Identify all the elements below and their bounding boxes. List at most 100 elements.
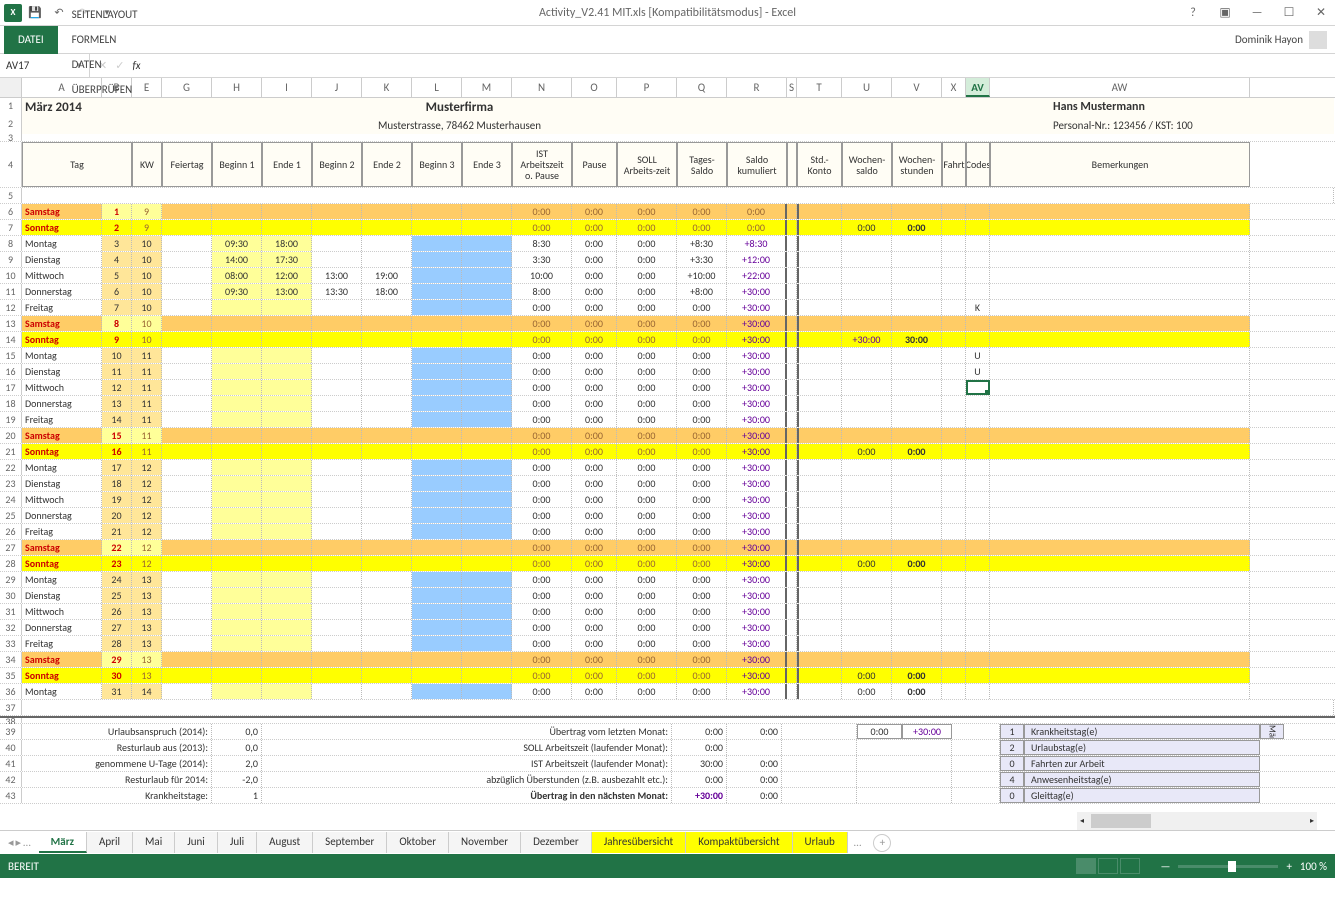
cell[interactable]: 0:00 [677,684,727,699]
cell[interactable] [797,524,842,539]
cell[interactable] [787,476,797,491]
cell[interactable] [966,380,990,395]
cell[interactable]: 2 [102,220,132,235]
horizontal-scrollbar[interactable]: ◂ ▸ [1077,812,1317,830]
cell[interactable] [162,588,212,603]
cell[interactable]: 0:00 [512,588,572,603]
cell[interactable]: +30:00 [727,412,787,427]
worksheet[interactable]: 1 März 2014 Musterfirma Hans Mustermann … [0,98,1335,878]
cell[interactable] [262,364,312,379]
cell[interactable]: 0:00 [572,364,617,379]
cell[interactable] [892,508,942,523]
cell[interactable] [262,220,312,235]
cell[interactable] [262,204,312,219]
cell[interactable]: 14 [102,412,132,427]
cell[interactable] [966,476,990,491]
cell[interactable]: 13 [132,620,162,635]
cell[interactable] [462,220,512,235]
cell[interactable]: 0:00 [617,508,677,523]
cell[interactable] [842,652,892,667]
cell[interactable] [212,508,262,523]
cell[interactable] [797,572,842,587]
cell[interactable] [412,332,462,347]
cell[interactable] [842,572,892,587]
cell[interactable]: +8:30 [677,236,727,251]
cell[interactable] [787,300,797,315]
cell[interactable] [892,204,942,219]
row-header[interactable]: 30 [0,588,22,603]
cell[interactable] [312,364,362,379]
cell[interactable] [966,524,990,539]
cell[interactable] [212,476,262,491]
cell[interactable] [787,252,797,267]
cell[interactable] [412,204,462,219]
cell[interactable]: 8:00 [512,284,572,299]
cell[interactable] [990,652,1250,667]
cell[interactable] [842,588,892,603]
cell[interactable] [162,348,212,363]
cell[interactable] [462,556,512,571]
cell[interactable]: 0:00 [512,572,572,587]
cell[interactable] [312,332,362,347]
cell[interactable] [797,316,842,331]
cell[interactable] [892,524,942,539]
cell[interactable] [990,300,1250,315]
cell[interactable] [462,412,512,427]
cell[interactable] [212,220,262,235]
cell[interactable]: 25 [102,588,132,603]
cell[interactable]: 0:00 [512,300,572,315]
cell[interactable]: 0:00 [677,380,727,395]
cell[interactable] [892,492,942,507]
cell[interactable] [312,316,362,331]
cell[interactable] [362,652,412,667]
cell[interactable] [990,508,1250,523]
sheet-tab[interactable]: September [313,832,387,853]
cell[interactable] [842,540,892,555]
cell[interactable] [162,284,212,299]
cell[interactable]: 9 [102,332,132,347]
cell[interactable] [412,412,462,427]
row-header[interactable]: 33 [0,636,22,651]
cell[interactable] [942,604,966,619]
cell[interactable]: 15 [102,428,132,443]
cell[interactable] [212,524,262,539]
cell[interactable]: 0:00 [677,220,727,235]
cell[interactable] [892,540,942,555]
cell[interactable] [942,444,966,459]
cell[interactable]: 19:00 [362,268,412,283]
cell[interactable]: 0:00 [677,588,727,603]
cell[interactable] [362,620,412,635]
cell[interactable] [262,460,312,475]
cell[interactable]: 0:00 [617,428,677,443]
cell[interactable]: 0:00 [617,604,677,619]
cell[interactable]: 3 [102,236,132,251]
cell[interactable] [842,636,892,651]
cell[interactable] [787,636,797,651]
cell[interactable] [990,540,1250,555]
cell[interactable] [966,332,990,347]
cell[interactable] [262,540,312,555]
cell[interactable] [787,556,797,571]
cell[interactable]: Donnerstag [22,508,102,523]
cell[interactable]: +30:00 [727,508,787,523]
cell[interactable] [787,540,797,555]
cell[interactable]: 13 [102,396,132,411]
row-header[interactable]: 32 [0,620,22,635]
column-header[interactable]: K [362,78,412,97]
cell[interactable] [262,428,312,443]
cell[interactable]: 13 [132,652,162,667]
cell[interactable]: +30:00 [727,380,787,395]
cell[interactable] [942,668,966,683]
file-tab[interactable]: DATEI [4,26,58,54]
cell[interactable] [966,620,990,635]
cell[interactable] [262,556,312,571]
cell[interactable]: 0:00 [617,284,677,299]
cell[interactable]: Sonntag [22,220,102,235]
row-header[interactable]: 10 [0,268,22,283]
cell[interactable]: Freitag [22,412,102,427]
cell[interactable]: 10 [132,284,162,299]
cell[interactable] [312,524,362,539]
cell[interactable] [212,540,262,555]
cell[interactable] [842,252,892,267]
cell[interactable]: 0:00 [572,476,617,491]
